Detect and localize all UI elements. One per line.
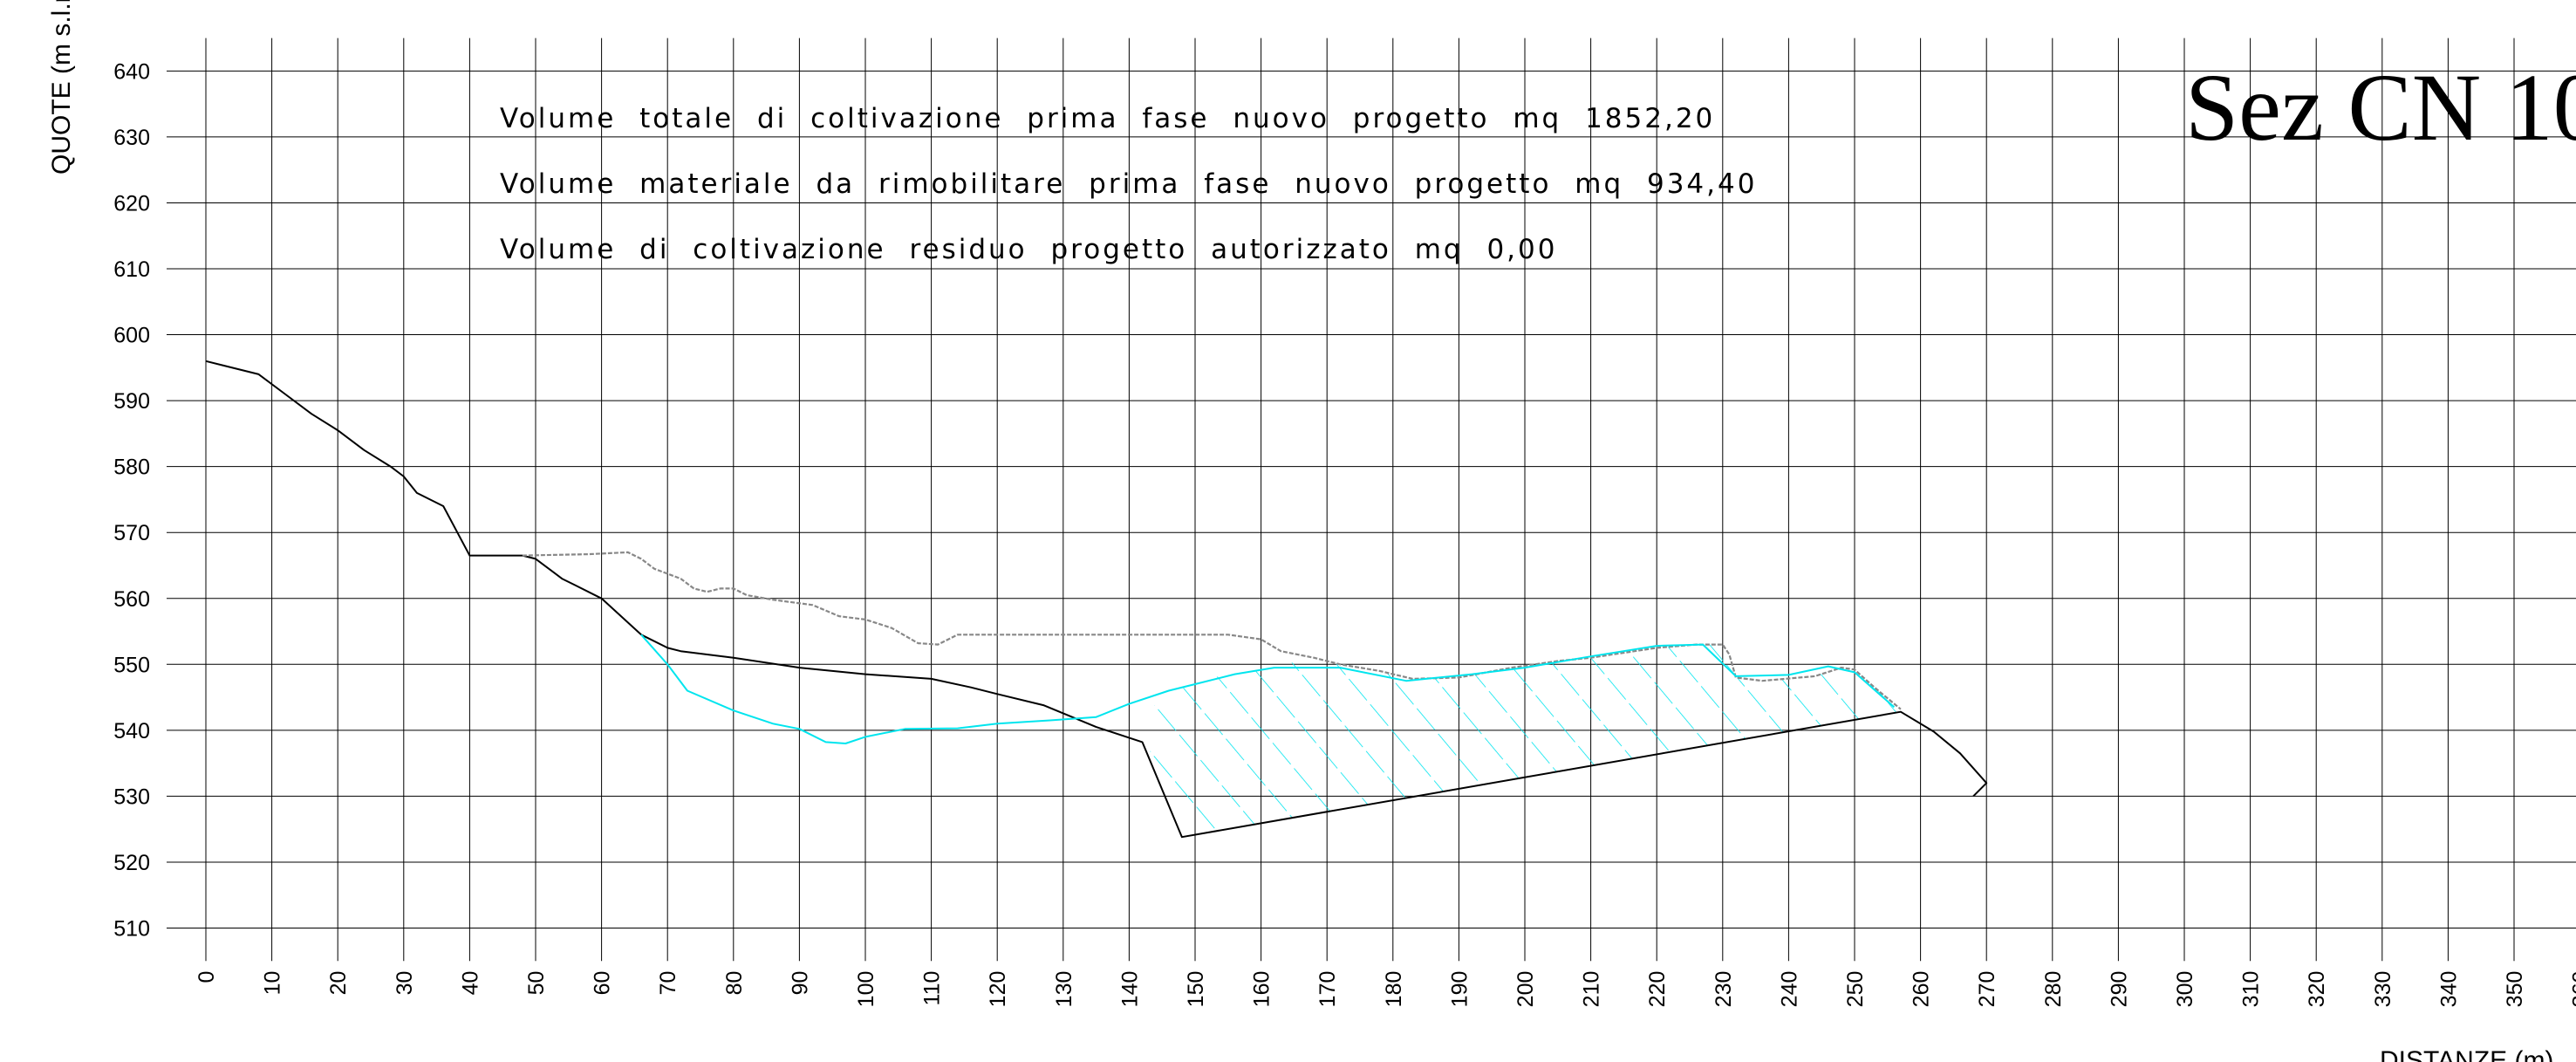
y-tick-label: 600 [113, 324, 150, 348]
x-tick-label: 40 [458, 971, 482, 996]
x-tick-label: 210 [1580, 971, 1604, 1008]
x-tick-label: 0 [195, 971, 219, 983]
x-tick-label: 20 [326, 971, 351, 996]
profile-series [205, 360, 1988, 839]
x-tick-label: 340 [2436, 971, 2461, 1008]
project-profile-line [640, 634, 1896, 744]
x-tick-label: 250 [1843, 971, 1868, 1008]
y-tick-label: 640 [113, 59, 150, 84]
y-tick-label: 570 [113, 521, 150, 545]
x-tick-label: 140 [1117, 971, 1142, 1008]
existing-ground-line [205, 360, 1988, 839]
volume-note: Volume totale di coltivazione prima fase… [500, 103, 1715, 134]
volume-note: Volume materiale da rimobilitare prima f… [500, 168, 1757, 200]
y-tick-label: 580 [113, 456, 150, 480]
chart-title: Sez CN 10 [2185, 54, 2576, 161]
y-tick-label: 630 [113, 126, 150, 150]
hatched-area [1142, 644, 1901, 838]
y-tick-labels: 510 520 530 540 550 560 570 580 590 600 610 620 630 6… [113, 59, 150, 941]
y-tick-label: 550 [113, 653, 150, 677]
x-tick-label: 190 [1447, 971, 1472, 1008]
y-tick-label: 520 [113, 851, 150, 875]
x-tick-label: 260 [1910, 971, 1934, 1008]
x-tick-label: 360 [2569, 971, 2576, 1008]
x-tick-label: 350 [2503, 971, 2527, 1008]
y-tick-label: 620 [113, 191, 150, 216]
x-tick-label: 180 [1382, 971, 1406, 1008]
y-tick-label: 560 [113, 587, 150, 612]
x-tick-label: 130 [1052, 971, 1076, 1008]
y-tick-label: 540 [113, 719, 150, 743]
x-tick-label: 10 [261, 971, 285, 996]
grid-lines [167, 38, 2576, 962]
y-tick-label: 530 [113, 785, 150, 809]
x-tick-labels: 0 10 20 30 40 50 60 70 80 90 100 110 120 130 140 150 160… [195, 971, 2576, 1008]
x-tick-label: 170 [1315, 971, 1340, 1008]
x-tick-label: 220 [1645, 971, 1670, 1008]
x-tick-label: 70 [656, 971, 680, 996]
x-tick-label: 300 [2173, 971, 2197, 1008]
x-tick-label: 330 [2371, 971, 2395, 1008]
y-tick-label: 510 [113, 917, 150, 942]
x-tick-label: 110 [920, 971, 945, 1006]
x-tick-label: 160 [1250, 971, 1274, 1008]
x-tick-label: 280 [2041, 971, 2066, 1008]
x-tick-label: 230 [1712, 971, 1736, 1008]
x-tick-label: 120 [986, 971, 1010, 1008]
y-tick-label: 590 [113, 389, 150, 414]
x-tick-label: 60 [591, 971, 615, 996]
x-axis-title: DISTANZE (m) [2380, 1046, 2553, 1062]
y-tick-label: 610 [113, 257, 150, 282]
x-tick-label: 270 [1975, 971, 1999, 1008]
y-axis-title: QUOTE (m s.l.m.) [47, 0, 76, 175]
volume-note: Volume di coltivazione residuo progetto … [500, 234, 1557, 265]
x-tick-label: 100 [854, 971, 878, 1008]
original-ground-line [522, 551, 1902, 710]
x-tick-label: 90 [788, 971, 812, 996]
excavation-hatch-area [1142, 644, 1901, 838]
x-tick-label: 50 [524, 971, 549, 996]
volume-annotations: Volume totale di coltivazione prima fase… [500, 103, 1757, 265]
x-tick-label: 150 [1184, 971, 1208, 1008]
x-tick-label: 30 [393, 971, 417, 996]
x-tick-label: 200 [1513, 971, 1538, 1008]
x-tick-label: 290 [2107, 971, 2131, 1008]
x-tick-label: 310 [2239, 971, 2264, 1008]
x-tick-label: 240 [1777, 971, 1801, 1008]
x-tick-label: 80 [722, 971, 747, 996]
x-tick-label: 320 [2305, 971, 2329, 1008]
